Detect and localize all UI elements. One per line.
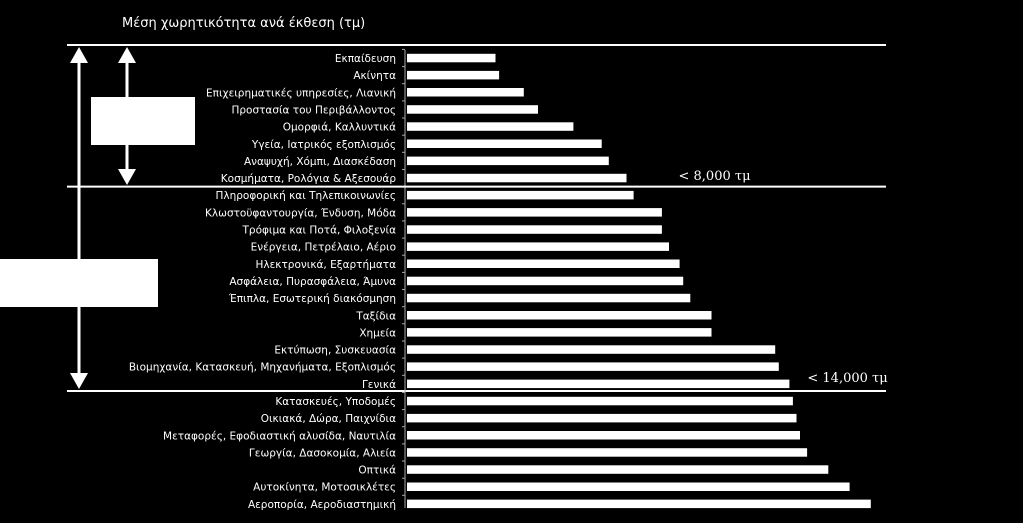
category-label: Υγεία, Ιατρικός εξοπλισμός [251, 139, 396, 151]
category-label: Οπτικά [358, 465, 396, 477]
bar-7 [407, 173, 627, 183]
category-label: Μεταφορές, Εφοδιαστική αλυσίδα, Ναυτιλία [163, 430, 396, 442]
category-label: Πληροφορική και Τηλεπικοινωνίες [215, 190, 396, 202]
group-box-small [91, 97, 195, 145]
bar-18 [407, 362, 779, 371]
category-label: Ηλεκτρονικά, Εξαρτήματα [256, 259, 397, 271]
bar-6 [407, 156, 609, 166]
category-label: Ασφάλεια, Πυρασφάλεια, Άμυνα [229, 276, 396, 288]
category-label: Προστασία του Περιβάλλοντος [231, 104, 396, 116]
bar-21 [407, 413, 797, 423]
group-guides [0, 44, 886, 508]
bar-2 [407, 88, 524, 97]
group-labels: Εκπαίδευση Ακίνητα Επιχειρηματικές υπηρεσί… [129, 48, 405, 511]
bar-1 [407, 70, 500, 80]
category-label: Ενέργεια, Πετρέλαιο, Αέριο [251, 242, 396, 254]
group-arrow-short-down-head [118, 169, 136, 185]
category-label: Βιομηχανία, Κατασκευή, Μηχανήματα, Εξοπλ… [129, 362, 396, 374]
group-arrow-long-up-head [70, 47, 88, 63]
bar-11 [407, 242, 669, 251]
bar-4 [407, 122, 574, 131]
bar-9 [407, 208, 662, 217]
category-label: Οικιακά, Δώρα, Παιχνίδια [261, 413, 396, 425]
bar-24 [407, 465, 829, 474]
group-arrow-long-down-head [70, 373, 88, 389]
category-label: Ομορφιά, Καλλυντικά [283, 122, 396, 134]
threshold-label: < 14,000 τμ [807, 371, 887, 386]
threshold-label: < 8,000 τμ [679, 169, 751, 184]
bar-20 [407, 396, 793, 406]
bar-26 [407, 499, 871, 509]
category-label: Χημεία [359, 327, 396, 339]
category-label: Επιχειρηματικές υπηρεσίες, Λιανική [206, 87, 396, 99]
group-thresholds: < 8,000 τμ < 14,000 τμ [67, 169, 888, 386]
bar-25 [407, 482, 850, 491]
bar-0 [407, 53, 496, 63]
bar-13 [407, 276, 684, 286]
bar-16 [407, 328, 712, 337]
bar-19 [407, 379, 790, 389]
group-arrow-short-up-head [118, 47, 136, 63]
bar-10 [407, 225, 662, 234]
category-label: Αυτοκίνητα, Μοτοσικλέτες [253, 482, 396, 494]
category-label: Έπιπλα, Εσωτερική διακόσμηση [228, 293, 396, 305]
bar-14 [407, 293, 691, 303]
category-label: Γενικά [362, 379, 396, 391]
category-label: Κατασκευές, Υποδομές [275, 396, 396, 408]
category-label: Κοσμήματα, Ρολόγια & Αξεσουάρ [221, 173, 397, 185]
bar-17 [407, 345, 776, 354]
group-box-medium [0, 259, 158, 307]
category-label: Εκπαίδευση [335, 53, 396, 65]
category-label: Γεωργία, Δασοκομία, Αλιεία [249, 447, 396, 459]
category-label: Τρόφιμα και Ποτά, Φιλοξενία [242, 225, 397, 237]
group-bars [407, 53, 871, 509]
category-label: Ακίνητα [353, 70, 396, 82]
bar-5 [407, 139, 602, 148]
bar-22 [407, 431, 800, 440]
category-label: Κλωστοϋφαντουργία, Ένδυση, Μόδα [205, 207, 396, 219]
bar-15 [407, 311, 712, 320]
category-label: Εκτύπωση, Συσκευασία [274, 345, 396, 357]
bar-8 [407, 190, 634, 200]
bar-23 [407, 448, 808, 457]
category-label: Αεροπορία, Αεροδιαστημική [248, 499, 396, 511]
bar-3 [407, 105, 538, 114]
bar-12 [407, 259, 680, 268]
category-label: Ταξίδια [355, 310, 396, 322]
category-label: Αναψυχή, Χόμπι, Διασκέδαση [244, 156, 396, 168]
chart-title: Μέση χωρητικότητα ανά έκθεση (τμ) [122, 16, 365, 31]
